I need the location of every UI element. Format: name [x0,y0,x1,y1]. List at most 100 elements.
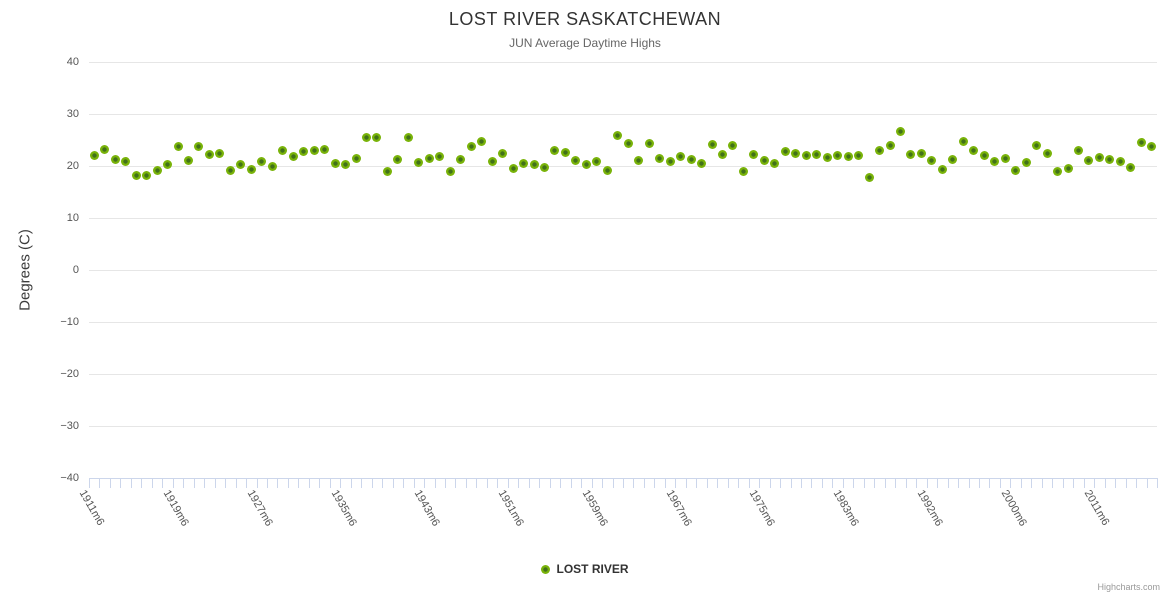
data-point[interactable] [215,149,225,159]
data-point[interactable] [173,141,183,151]
data-point[interactable] [864,172,874,182]
data-point[interactable] [246,164,256,174]
data-point[interactable] [895,127,905,137]
data-point[interactable] [1115,157,1125,167]
data-point[interactable] [717,149,727,159]
data-point[interactable] [361,133,371,143]
legend-item-lost-river[interactable]: LOST RIVER [541,562,629,576]
data-point[interactable] [990,157,1000,167]
data-point[interactable] [927,155,937,165]
data-point[interactable] [1063,164,1073,174]
data-point[interactable] [142,170,152,180]
data-point[interactable] [676,151,686,161]
data-point[interactable] [403,133,413,143]
data-point[interactable] [770,158,780,168]
data-point[interactable] [1084,156,1094,166]
data-point[interactable] [634,155,644,165]
data-point[interactable] [288,151,298,161]
data-point[interactable] [131,171,141,181]
data-point[interactable] [655,154,665,164]
data-point[interactable] [539,162,549,172]
data-point[interactable] [602,165,612,175]
data-point[interactable] [875,146,885,156]
data-point[interactable] [560,147,570,157]
data-point[interactable] [1136,138,1146,148]
data-point[interactable] [498,149,508,159]
data-point[interactable] [791,148,801,158]
data-point[interactable] [508,164,518,174]
data-point[interactable] [466,141,476,151]
data-point[interactable] [89,151,99,161]
data-point[interactable] [581,159,591,169]
data-point[interactable] [1073,146,1083,156]
data-point[interactable] [1011,165,1021,175]
data-point[interactable] [812,149,822,159]
data-point[interactable] [843,151,853,161]
data-point[interactable] [822,152,832,162]
data-point[interactable] [163,159,173,169]
data-point[interactable] [759,156,769,166]
data-point[interactable] [749,149,759,159]
data-point[interactable] [1105,154,1115,164]
data-point[interactable] [948,154,958,164]
data-point[interactable] [738,166,748,176]
data-point[interactable] [372,133,382,143]
credits-link[interactable]: Highcharts.com [1097,582,1160,592]
data-point[interactable] [121,157,131,167]
data-point[interactable] [979,150,989,160]
data-point[interactable] [686,155,696,165]
data-point[interactable] [393,155,403,165]
data-point[interactable] [1094,152,1104,162]
data-point[interactable] [613,131,623,141]
data-point[interactable] [571,156,581,166]
data-point[interactable] [382,167,392,177]
data-point[interactable] [969,145,979,155]
data-point[interactable] [267,161,277,171]
data-point[interactable] [697,159,707,169]
data-point[interactable] [204,149,214,159]
data-point[interactable] [299,147,309,157]
data-point[interactable] [665,157,675,167]
data-point[interactable] [592,157,602,167]
data-point[interactable] [456,154,466,164]
data-point[interactable] [225,166,235,176]
data-point[interactable] [707,139,717,149]
data-point[interactable] [320,144,330,154]
data-point[interactable] [351,153,361,163]
data-point[interactable] [194,142,204,152]
data-point[interactable] [487,157,497,167]
data-point[interactable] [958,137,968,147]
data-point[interactable] [1126,162,1136,172]
data-point[interactable] [519,158,529,168]
data-point[interactable] [833,150,843,160]
data-point[interactable] [644,139,654,149]
data-point[interactable] [1147,142,1157,152]
data-point[interactable] [1021,158,1031,168]
data-point[interactable] [1032,140,1042,150]
data-point[interactable] [424,154,434,164]
data-point[interactable] [1000,153,1010,163]
data-point[interactable] [110,154,120,164]
data-point[interactable] [309,146,319,156]
data-point[interactable] [916,149,926,159]
data-point[interactable] [445,167,455,177]
data-point[interactable] [414,158,424,168]
data-point[interactable] [236,159,246,169]
data-point[interactable] [550,146,560,156]
data-point[interactable] [1042,149,1052,159]
data-point[interactable] [257,157,267,167]
data-point[interactable] [152,165,162,175]
data-point[interactable] [780,146,790,156]
data-point[interactable] [728,140,738,150]
data-point[interactable] [477,137,487,147]
data-point[interactable] [854,150,864,160]
data-point[interactable] [341,159,351,169]
data-point[interactable] [435,152,445,162]
data-point[interactable] [183,156,193,166]
data-point[interactable] [906,149,916,159]
data-point[interactable] [801,150,811,160]
data-point[interactable] [529,159,539,169]
data-point[interactable] [937,164,947,174]
data-point[interactable] [330,158,340,168]
data-point[interactable] [1053,167,1063,177]
